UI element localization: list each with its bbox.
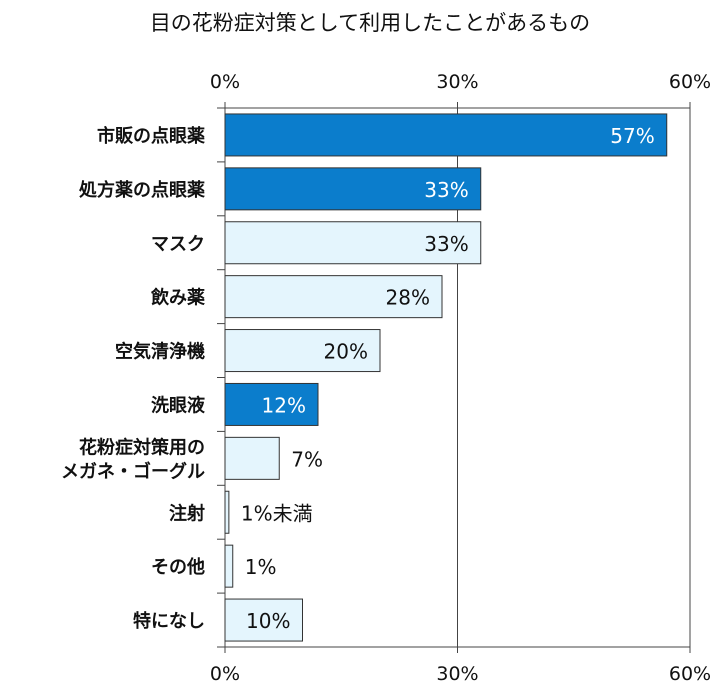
bar <box>224 221 482 265</box>
bar <box>224 544 234 588</box>
data-label: 33% <box>424 232 468 256</box>
data-label: 12% <box>262 393 306 417</box>
bar <box>224 436 280 480</box>
top-tick-label: 0% <box>210 71 240 93</box>
bar <box>224 329 381 373</box>
data-label: 28% <box>386 286 430 310</box>
category-label: 特になし <box>133 610 205 632</box>
top-tick-label: 60% <box>669 71 711 93</box>
bottom-tick-label: 60% <box>669 663 711 685</box>
category-label-line: その他 <box>151 556 205 578</box>
category-label: 市販の点眼薬 <box>97 125 205 147</box>
category-label: 飲み薬 <box>150 287 205 309</box>
data-label: 1%未満 <box>241 501 313 525</box>
data-label: 20% <box>324 340 368 364</box>
category-label-line: マスク <box>151 234 205 255</box>
data-label: 1% <box>245 555 277 579</box>
bar <box>224 113 668 157</box>
bar <box>224 167 482 211</box>
data-label: 7% <box>291 447 323 471</box>
category-label-line: メガネ・ゴーグル <box>61 460 205 482</box>
category-label-line: 花粉症対策用の <box>79 436 205 458</box>
category-label: 空気清浄機 <box>115 341 205 363</box>
category-label: マスク <box>151 234 205 255</box>
category-label-line: 空気清浄機 <box>115 341 205 363</box>
category-label: 注射 <box>169 502 205 524</box>
category-label: 処方薬の点眼薬 <box>79 179 205 201</box>
top-tick-label: 30% <box>436 71 478 93</box>
category-label-line: 飲み薬 <box>150 287 205 309</box>
bottom-tick-label: 30% <box>436 663 478 685</box>
data-label: 57% <box>610 124 654 148</box>
category-label-line: 市販の点眼薬 <box>97 125 205 147</box>
category-label-line: 注射 <box>169 502 205 524</box>
data-label: 33% <box>424 178 468 202</box>
bar <box>224 598 303 642</box>
category-label-line: 処方薬の点眼薬 <box>79 179 205 201</box>
bar <box>224 275 443 319</box>
chart-title: 目の花粉症対策として利用したことがあるもの <box>150 11 590 35</box>
data-label: 10% <box>246 609 290 633</box>
category-label: その他 <box>151 556 205 578</box>
bar <box>224 490 230 534</box>
category-label: 花粉症対策用のメガネ・ゴーグル <box>61 436 205 482</box>
bottom-tick-label: 0% <box>210 663 240 685</box>
category-label-line: 洗眼液 <box>151 394 206 416</box>
category-label-line: 特になし <box>133 610 205 632</box>
category-label: 洗眼液 <box>151 394 206 416</box>
bar <box>224 382 319 426</box>
